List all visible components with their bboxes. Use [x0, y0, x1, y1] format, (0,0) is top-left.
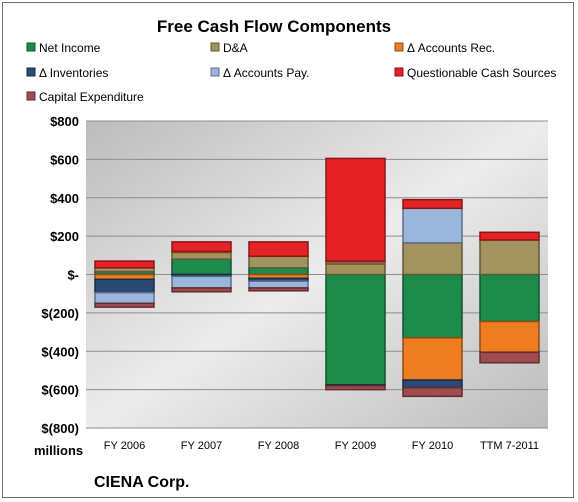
gridlines: [86, 120, 548, 429]
x-tick-label: FY 2007: [181, 440, 222, 452]
bar-segment: [479, 231, 540, 241]
bar-segment: [325, 263, 386, 276]
legend-label: Net Income: [39, 41, 101, 55]
bar-segment: [402, 242, 463, 276]
bar-segment: [94, 278, 155, 294]
bar-segment: [171, 275, 232, 289]
bar-segment: [325, 157, 386, 262]
bar-segment: [171, 287, 232, 293]
bar-segment: [248, 255, 309, 269]
unit-label: millions: [34, 443, 83, 458]
y-axis: $800 $600 $400 $200 $- $(200) $(400) $(600) $(80…: [41, 114, 79, 436]
bar-segment: [94, 291, 155, 305]
bar-segment: [248, 280, 309, 289]
bar-segment: [402, 198, 463, 210]
x-tick-label: FY 2008: [258, 440, 299, 452]
bar-segment: [479, 273, 540, 323]
legend-label: Questionable Cash Sources: [407, 66, 556, 80]
legend-swatch: [394, 67, 404, 77]
x-tick-label: FY 2010: [412, 440, 453, 452]
bar-segment: [479, 320, 540, 353]
x-tick-label: TTM 7-2011: [480, 440, 539, 452]
legend: Net Income D&A Δ Accounts Rec. Δ Inventorie…: [26, 41, 556, 104]
y-tick-label: $200: [50, 229, 79, 244]
x-axis: FY 2006 FY 2007 FY 2008 FY 2009 FY 2010 TTM 7…: [104, 440, 539, 452]
bar-segment: [402, 207, 463, 244]
y-tick-label: $600: [50, 152, 79, 167]
bar-segment: [325, 385, 386, 391]
x-tick-label: FY 2009: [335, 440, 376, 452]
chart-title: Free Cash Flow Components: [157, 17, 391, 36]
y-tick-label: $(200): [41, 306, 79, 321]
company-name: CIENA Corp.: [94, 474, 189, 491]
bar-segment: [402, 379, 463, 389]
bar-segment: [94, 260, 155, 269]
legend-label: Δ Accounts Rec.: [407, 41, 495, 55]
y-tick-label: $800: [50, 114, 79, 129]
y-tick-label: $-: [67, 268, 79, 283]
bars: [94, 157, 540, 398]
bar-segment: [248, 287, 309, 292]
bar-segment: [325, 273, 386, 386]
bar-segment: [479, 239, 540, 276]
y-tick-label: $(800): [41, 421, 79, 436]
chart-frame: Free Cash Flow Components $800 $600 $400 $2…: [2, 2, 574, 498]
x-tick-label: FY 2006: [104, 440, 145, 452]
legend-label: Δ Accounts Pay.: [223, 66, 310, 80]
legend-label: Capital Expenditure: [39, 90, 144, 104]
legend-swatch: [26, 67, 36, 77]
bar-segment: [171, 241, 232, 253]
legend-swatch: [210, 42, 220, 52]
bar-segment: [171, 251, 232, 260]
legend-swatch: [26, 42, 36, 52]
legend-label: D&A: [223, 41, 248, 55]
bar-segment: [248, 267, 309, 276]
bar-segment: [248, 241, 309, 258]
bar-segment: [402, 337, 463, 381]
bar-segment: [94, 302, 155, 308]
bar-segment: [171, 258, 232, 276]
legend-swatch: [210, 67, 220, 77]
y-tick-label: $(400): [41, 344, 79, 359]
legend-swatch: [26, 91, 36, 101]
bar-segment: [402, 273, 463, 339]
legend-label: Δ Inventories: [39, 66, 108, 80]
legend-swatch: [394, 42, 404, 52]
y-tick-label: $400: [50, 191, 79, 206]
fcf-chart: Free Cash Flow Components $800 $600 $400 $2…: [26, 17, 556, 491]
bar-segment: [402, 386, 463, 398]
bar-segment: [479, 351, 540, 364]
y-tick-label: $(600): [41, 383, 79, 398]
